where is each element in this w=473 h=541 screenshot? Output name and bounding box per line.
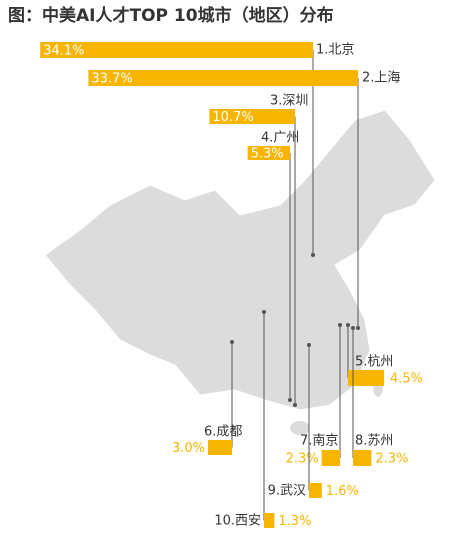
value-label: 2.3% [286, 452, 319, 467]
city-dot [338, 323, 342, 327]
city-dot [288, 398, 292, 402]
city-label: 4.广州 [261, 131, 299, 146]
city-label: 8.苏州 [355, 433, 393, 449]
city-label: 7.南京 [300, 433, 338, 449]
value-label: 1.3% [278, 514, 311, 529]
bar [321, 450, 340, 466]
city-label: 10.西安 [214, 514, 261, 529]
city-label: 6.成都 [204, 425, 242, 440]
bar [247, 146, 290, 160]
map-hainan [290, 421, 310, 435]
bar [40, 42, 313, 58]
bar [353, 450, 372, 466]
map-china [44, 109, 436, 411]
value-label: 2.3% [375, 452, 408, 467]
city-label: 1.北京 [316, 43, 354, 58]
city-dot [346, 323, 350, 327]
bar [348, 370, 384, 386]
value-label: 10.7% [212, 110, 253, 125]
city-label: 2.上海 [362, 71, 400, 86]
city-dot [351, 326, 355, 330]
city-dot [293, 403, 297, 407]
bar [208, 440, 232, 455]
city-label: 3.深圳 [270, 94, 308, 109]
bar [88, 70, 359, 86]
chart-title: 图：中美AI人才TOP 10城市（地区）分布 [8, 5, 334, 26]
city-dot [311, 253, 315, 257]
city-dot [307, 343, 311, 347]
value-label: 1.6% [326, 484, 359, 499]
value-label: 34.1% [43, 44, 84, 59]
city-label: 9.武汉 [268, 484, 306, 499]
city-dot [262, 310, 266, 314]
value-label: 3.0% [172, 441, 205, 456]
value-label: 4.5% [390, 372, 423, 387]
city-dot [230, 340, 234, 344]
city-label: 5.杭州 [355, 355, 393, 370]
bar [309, 483, 322, 498]
city-dot [356, 326, 360, 330]
value-label: 33.7% [91, 72, 132, 87]
value-label: 5.3% [251, 147, 284, 162]
bar [209, 109, 295, 124]
bar [264, 513, 275, 528]
